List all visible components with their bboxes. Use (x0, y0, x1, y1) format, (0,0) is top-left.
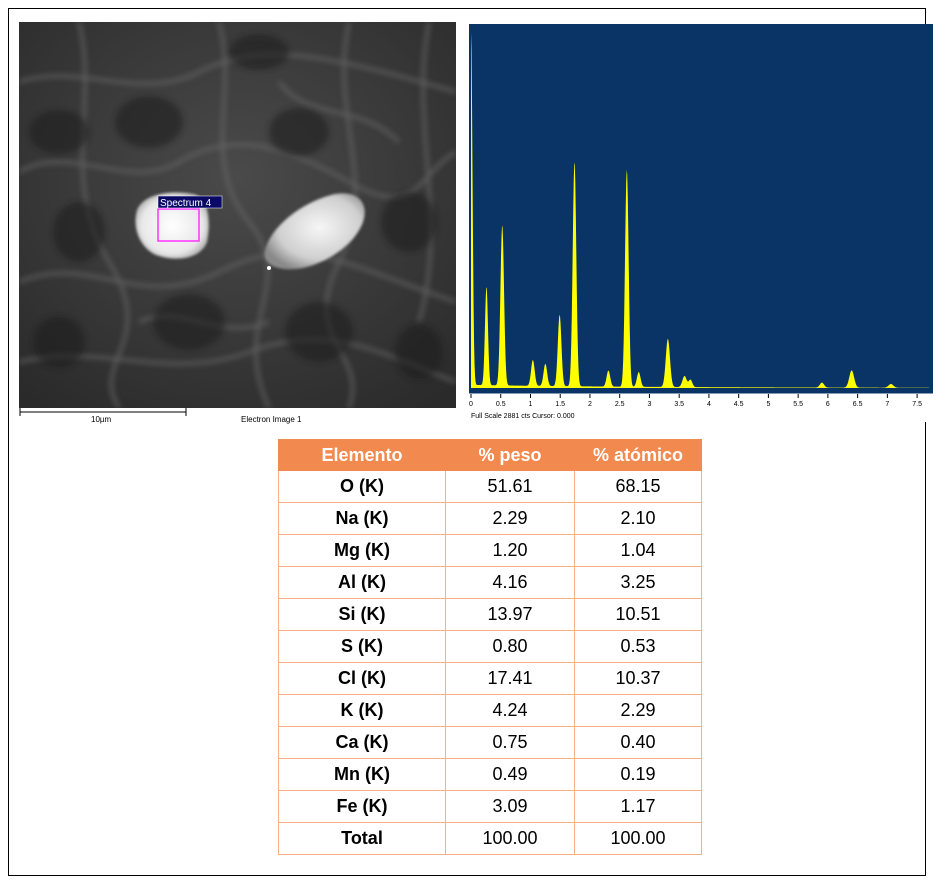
table-row: Ca (K) 0.75 0.40 (278, 726, 702, 759)
cell-atomic-percent: 0.19 (574, 758, 702, 791)
x-tick-label: 1.5 (555, 401, 565, 408)
cell-element: K (K) (278, 694, 446, 727)
table-row: Total 100.00 100.00 (278, 822, 702, 855)
x-tick-label: 6 (826, 401, 830, 408)
x-tick-label: 7.5 (912, 401, 922, 408)
header-element: Elemento (278, 439, 446, 471)
cell-atomic-percent: 1.17 (574, 790, 702, 823)
eds-spectrum: 0 0.5 1 1.5 2 2.5 3 3.5 4 4.5 5 5.5 6 6.5 7 7.5 Full Sc… (469, 24, 933, 422)
image-label: Electron Image 1 (241, 415, 302, 424)
x-tick-label: 1 (529, 401, 533, 408)
spectrum-selection-box (157, 208, 200, 242)
x-tick-label: 4.5 (734, 401, 744, 408)
cell-weight-percent: 1.20 (445, 534, 575, 567)
sem-micrograph: Spectrum 4 (19, 22, 456, 408)
x-tick-label: 7 (885, 401, 889, 408)
table-row: Na (K) 2.29 2.10 (278, 502, 702, 535)
cell-element: Mn (K) (278, 758, 446, 791)
table-row: K (K) 4.24 2.29 (278, 694, 702, 727)
cell-weight-percent: 2.29 (445, 502, 575, 535)
particle-2 (264, 193, 365, 270)
cell-weight-percent: 0.49 (445, 758, 575, 791)
x-tick-label: 2.5 (615, 401, 625, 408)
composition-table: Elemento % peso % atómico O (K) 51.61 68.1… (278, 439, 702, 855)
sem-footer: 10µm Electron Image 1 (19, 406, 456, 424)
scale-bar (19, 408, 187, 416)
x-tick-label: 0 (469, 401, 473, 408)
spectrum-label-box (157, 195, 223, 209)
spectrum-footer: Full Scale 2881 cts Cursor: 0.000 (471, 413, 575, 420)
table-row: Cl (K) 17.41 10.37 (278, 662, 702, 695)
cell-atomic-percent: 0.53 (574, 630, 702, 663)
table-header-row: Elemento % peso % atómico (278, 439, 702, 471)
cell-weight-percent: 4.24 (445, 694, 575, 727)
cell-weight-percent: 4.16 (445, 566, 575, 599)
cell-element: Cl (K) (278, 662, 446, 695)
cell-weight-percent: 3.09 (445, 790, 575, 823)
table-row: Mg (K) 1.20 1.04 (278, 534, 702, 567)
figure-frame (8, 8, 926, 876)
cell-element: O (K) (278, 470, 446, 503)
cell-atomic-percent: 2.10 (574, 502, 702, 535)
x-tick-label: 0.5 (496, 401, 506, 408)
cell-weight-percent: 51.61 (445, 470, 575, 503)
header-weight: % peso (445, 439, 575, 471)
spectrum-chart: 0 0.5 1 1.5 2 2.5 3 3.5 4 4.5 5 5.5 6 6.5 7 7.5 Full Sc… (469, 24, 933, 422)
cell-atomic-percent: 68.15 (574, 470, 702, 503)
cell-weight-percent: 13.97 (445, 598, 575, 631)
cell-element: Ca (K) (278, 726, 446, 759)
x-tick-label: 6.5 (853, 401, 863, 408)
cell-weight-percent: 17.41 (445, 662, 575, 695)
x-tick-label: 3 (647, 401, 651, 408)
x-tick-label: 5.5 (793, 401, 803, 408)
cell-atomic-percent: 1.04 (574, 534, 702, 567)
cell-weight-percent: 0.75 (445, 726, 575, 759)
cell-element: Si (K) (278, 598, 446, 631)
cell-weight-percent: 0.80 (445, 630, 575, 663)
table-row: Mn (K) 0.49 0.19 (278, 758, 702, 791)
x-tick-label: 5 (766, 401, 770, 408)
cell-atomic-percent: 100.00 (574, 822, 702, 855)
x-tick-label: 2 (588, 401, 592, 408)
table-row: O (K) 51.61 68.15 (278, 470, 702, 503)
header-atomic: % atómico (574, 439, 702, 471)
table-row: Fe (K) 3.09 1.17 (278, 790, 702, 823)
table-row: Si (K) 13.97 10.51 (278, 598, 702, 631)
spectrum-background (469, 24, 933, 394)
cell-atomic-percent: 0.40 (574, 726, 702, 759)
cell-atomic-percent: 3.25 (574, 566, 702, 599)
x-tick-label: 4 (707, 401, 711, 408)
cell-atomic-percent: 10.37 (574, 662, 702, 695)
spectrum-label: Spectrum 4 (160, 198, 212, 209)
x-tick-label: 3.5 (674, 401, 684, 408)
cell-element: Na (K) (278, 502, 446, 535)
cell-element: Al (K) (278, 566, 446, 599)
scale-label: 10µm (91, 415, 112, 424)
cell-atomic-percent: 2.29 (574, 694, 702, 727)
cell-element: Fe (K) (278, 790, 446, 823)
cell-element: Total (278, 822, 446, 855)
sem-image: Spectrum 4 (19, 22, 456, 408)
cell-weight-percent: 100.00 (445, 822, 575, 855)
cell-element: Mg (K) (278, 534, 446, 567)
spectrum-x-axis: 0 0.5 1 1.5 2 2.5 3 3.5 4 4.5 5 5.5 6 6.5 7 7.5 (469, 393, 933, 408)
table-row: Al (K) 4.16 3.25 (278, 566, 702, 599)
cell-atomic-percent: 10.51 (574, 598, 702, 631)
table-row: S (K) 0.80 0.53 (278, 630, 702, 663)
cell-element: S (K) (278, 630, 446, 663)
